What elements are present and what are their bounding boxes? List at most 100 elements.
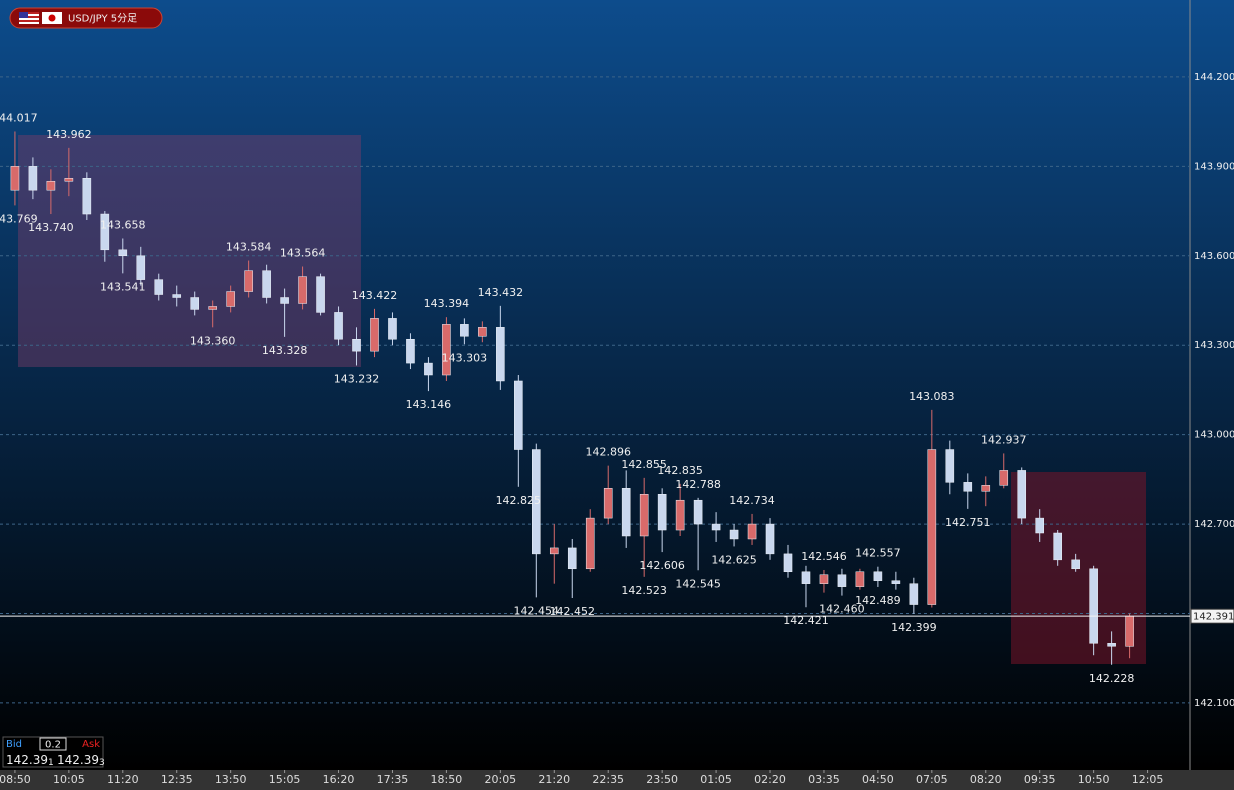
bid-label: Bid [6,739,22,750]
candle-body [549,547,559,555]
candle-body [28,166,38,191]
candle-body [1107,643,1116,647]
x-tick-label: 09:35 [1024,773,1056,786]
x-tick-label: 17:35 [377,773,409,786]
candle-body [46,180,56,191]
candle-body [747,523,757,540]
x-tick-label: 01:05 [700,773,732,786]
candle-body [262,270,271,298]
symbol-badge[interactable]: USD/JPY 5分足 [9,7,163,29]
candle-body [1053,532,1062,561]
candle-body [424,362,433,376]
price-annotation: 142.788 [675,478,721,491]
x-tick-label: 13:50 [215,773,247,786]
x-tick-label: 15:05 [269,773,301,786]
candle-body [100,213,110,251]
last-price-label: 142.391 [1193,612,1234,623]
price-annotation: 143.232 [334,372,380,385]
candle-body [585,517,595,570]
price-annotation: 143.303 [442,351,488,364]
candle-body [460,324,469,337]
candle-body [370,318,379,352]
candle-body [136,255,146,280]
candle-body [388,318,397,340]
price-annotation: 142.835 [657,464,703,477]
price-annotation: 142.421 [783,614,829,627]
axes: 142.100142.400142.700143.000143.300143.6… [0,72,1234,786]
price-annotation: 143.146 [406,398,452,411]
price-annotation: 142.523 [621,584,667,597]
price-annotation: 143.328 [262,344,308,357]
price-annotation: 142.937 [981,433,1027,446]
y-tick-label: 143.000 [1194,430,1234,441]
x-tick-label: 20:05 [484,773,516,786]
price-annotation: 142.606 [639,559,685,572]
price-annotation: 142.399 [891,621,937,634]
candle-body [172,294,182,298]
candle-body [765,523,775,555]
y-tick-label: 143.900 [1194,161,1234,172]
candle-body [1017,470,1027,519]
us-flag-stripe [19,12,39,14]
x-tick-label: 21:20 [538,773,570,786]
y-tick-label: 143.300 [1194,340,1234,351]
x-tick-label: 08:50 [0,773,31,786]
quote-panel: Bid 0.2 Ask 142.391 142.393 [2,736,105,768]
candle-body [909,583,919,605]
bid-main: 142.39 [6,753,48,767]
time-axis-bar [0,770,1234,790]
y-tick-label: 143.600 [1194,251,1234,262]
range-zone [18,135,361,367]
x-tick-label: 04:50 [862,773,894,786]
candle-body [478,327,487,337]
candle-body [1089,568,1098,644]
candle-body [657,494,667,531]
last-price-box [1190,608,1234,624]
candle-body [711,523,721,531]
candle-body [693,499,703,525]
candle-body [82,178,92,215]
bid-price: 142.391 [6,753,54,768]
x-tick-label: 16:20 [323,773,355,786]
price-annotation: 143.360 [190,334,236,347]
candle-body [999,470,1009,486]
candle-body [298,276,307,304]
candle-body [442,324,451,376]
x-tick-label: 07:05 [916,773,948,786]
price-annotation: 142.557 [855,547,901,560]
candle-body [244,270,253,292]
price-annotation: 142.825 [496,494,542,507]
candle-body [514,380,523,450]
symbol-label: USD/JPY 5分足 [68,13,137,25]
price-annotation: 144.017 [0,111,38,124]
candle-body [10,166,20,191]
price-annotation: 143.769 [0,212,38,225]
x-tick-label: 10:05 [53,773,85,786]
x-tick-label: 18:50 [431,773,463,786]
candle-body [567,547,577,570]
candle-body [621,488,631,537]
candle-body [406,338,415,364]
price-annotation: 142.452 [550,605,596,618]
price-annotation: 143.394 [424,297,470,310]
price-annotation: 143.422 [352,289,398,302]
ask-main: 142.39 [57,753,99,767]
price-annotation: 143.584 [226,241,272,254]
price-annotation: 143.658 [100,218,146,231]
candle-body [945,449,955,483]
price-annotation: 142.734 [729,494,775,507]
price-annotation: 142.489 [855,594,901,607]
price-annotation: 142.546 [801,550,847,563]
price-annotation: 142.460 [819,603,865,616]
candle-body [334,312,343,340]
x-tick-label: 10:50 [1078,773,1110,786]
candle-body [837,574,847,587]
price-annotation: 143.564 [280,247,326,260]
candle-body [855,571,865,587]
bid-pip: 1 [48,758,54,768]
candle-body [729,529,739,540]
price-annotation: 142.855 [621,458,667,471]
